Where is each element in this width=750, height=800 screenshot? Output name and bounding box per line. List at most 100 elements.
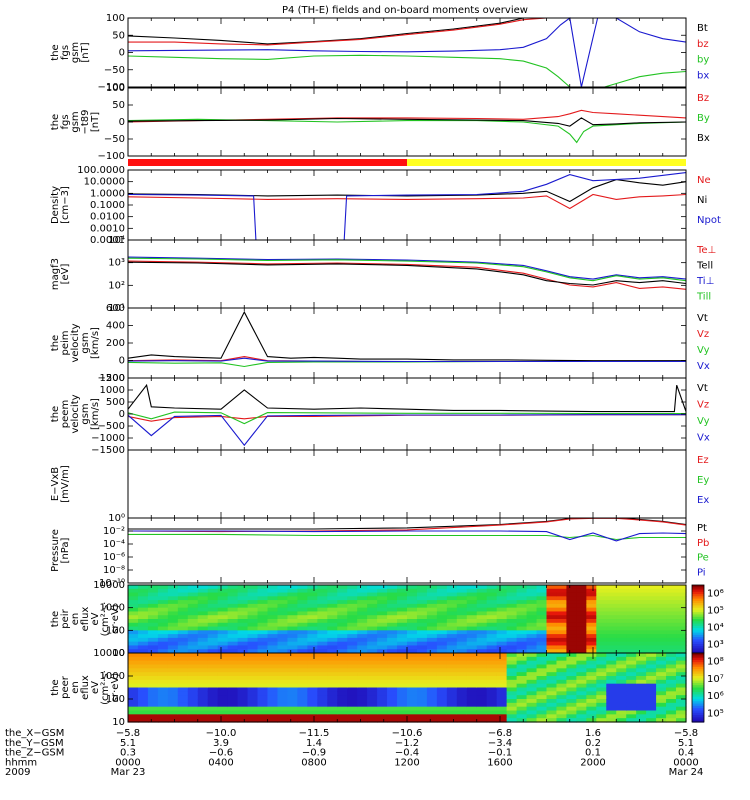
ephemeris-value: −6.8 (488, 728, 512, 739)
heatmap-cell (307, 656, 318, 662)
heatmap-cell (207, 645, 219, 650)
y-axis-label: (cm²·s· (100, 670, 111, 705)
heatmap-cell (476, 634, 488, 639)
heatmap-cell (636, 718, 647, 723)
heatmap-cell (596, 607, 607, 613)
heatmap-cell (536, 676, 548, 681)
heatmap-cell (347, 653, 358, 658)
heatmap-cell (666, 611, 677, 616)
heatmap-cell (407, 637, 418, 643)
heatmap-cell (357, 603, 368, 609)
heatmap-cell (586, 641, 597, 647)
heatmap-cell (456, 592, 468, 597)
heatmap-cell (128, 660, 139, 666)
y-axis-label: sr·eV) (110, 673, 121, 702)
heatmap-cell (227, 683, 239, 689)
heatmap-cell (436, 637, 448, 643)
y-axis-label: peer (60, 675, 71, 699)
heatmap-cell (377, 714, 388, 719)
panel-frame (127, 17, 687, 88)
heatmap-cell (636, 668, 647, 673)
heatmap-cell (267, 676, 279, 681)
heatmap-cell (397, 615, 408, 620)
heatmap-cell (446, 710, 458, 715)
heatmap-cell (516, 676, 528, 681)
heatmap-cell (217, 683, 229, 689)
heatmap-cell (128, 600, 139, 605)
heatmap-cell (397, 695, 408, 700)
heatmap-cell (556, 626, 568, 631)
heatmap-cell (147, 603, 159, 609)
heatmap-cell (566, 664, 577, 669)
heatmap-cell (616, 664, 627, 669)
legend-Vx: Vx (697, 361, 710, 372)
heatmap-cell (257, 645, 269, 650)
heatmap-cell (676, 714, 687, 719)
heatmap-cell (436, 622, 448, 628)
heatmap-cell (387, 710, 398, 715)
heatmap-cell (387, 702, 398, 708)
heatmap-cell (626, 626, 637, 631)
heatmap-cell (137, 706, 149, 712)
heatmap-cell (636, 626, 647, 631)
ephemeris-value: 1.6 (585, 728, 601, 739)
heatmap-cell (526, 626, 538, 631)
legend-Vz: Vz (697, 400, 709, 411)
heatmap-cell (416, 702, 428, 708)
heatmap-cell (486, 664, 498, 669)
heatmap-cell (347, 710, 358, 715)
heatmap-cell (526, 630, 538, 635)
y-tick-label: 500 (106, 397, 125, 408)
heatmap-cell (586, 615, 597, 620)
y-axis-label: [eV] (60, 264, 71, 285)
heatmap-cell (128, 695, 139, 700)
heatmap-cell (407, 596, 418, 601)
heatmap-cell (277, 607, 289, 613)
heatmap-cell (616, 706, 627, 712)
heatmap-cell (596, 702, 607, 708)
panel-3: NeNiNpot100.000010.00001.00000.10000.010… (50, 165, 721, 246)
y-tick-label: −50 (104, 134, 125, 145)
heatmap-cell (456, 622, 468, 628)
colorbar-cell (692, 614, 704, 618)
heatmap-cell (347, 611, 358, 616)
heatmap-cell (676, 679, 687, 685)
heatmap-cell (317, 653, 328, 658)
heatmap-cell (397, 603, 408, 609)
heatmap-cell (416, 611, 428, 616)
heatmap-cell (606, 706, 617, 712)
ephemeris-value: 3.9 (213, 738, 229, 749)
heatmap-cell (128, 634, 139, 639)
heatmap-cell (496, 710, 508, 715)
heatmap-cell (506, 641, 518, 647)
heatmap-cell (347, 706, 358, 712)
heatmap-cell (486, 641, 498, 647)
heatmap-cell (516, 714, 528, 719)
heatmap-cell (367, 702, 378, 708)
heatmap-cell (536, 649, 548, 654)
heatmap-cell (606, 607, 617, 613)
heatmap-cell (656, 691, 667, 696)
heatmap-cell (596, 687, 607, 692)
heatmap-cell (606, 710, 617, 715)
y-axis-label: (cm²·s· (100, 602, 111, 637)
heatmap-cell (197, 615, 209, 620)
heatmap-cell (177, 585, 189, 590)
heatmap-cell (137, 660, 149, 666)
heatmap-cell (287, 596, 298, 601)
heatmap-cell (317, 592, 328, 597)
heatmap-cell (556, 668, 568, 673)
heatmap-cell (556, 592, 568, 597)
heatmap-cell (227, 718, 239, 723)
ephemeris-value: −10.0 (206, 728, 237, 739)
heatmap-cell (377, 585, 388, 590)
heatmap-cell (128, 699, 139, 704)
heatmap-cell (526, 706, 538, 712)
heatmap-cell (456, 645, 468, 650)
heatmap-cell (227, 626, 239, 631)
heatmap-cell (197, 714, 209, 719)
heatmap-cell (506, 637, 518, 643)
heatmap-cell (646, 664, 657, 669)
heatmap-cell (476, 626, 488, 631)
heatmap-cell (556, 645, 568, 650)
